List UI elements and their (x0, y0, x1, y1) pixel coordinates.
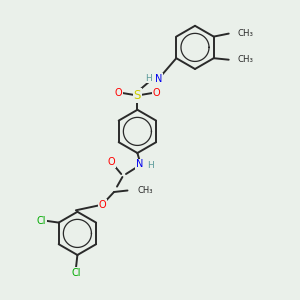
Text: O: O (153, 88, 160, 98)
Text: S: S (134, 89, 141, 102)
Text: CH₃: CH₃ (138, 186, 154, 195)
Text: CH₃: CH₃ (237, 29, 253, 38)
Text: O: O (114, 88, 122, 98)
Text: Cl: Cl (37, 216, 46, 226)
Text: H: H (146, 74, 152, 82)
Text: N: N (155, 74, 163, 84)
Text: Cl: Cl (71, 268, 81, 278)
Text: CH₃: CH₃ (237, 55, 253, 64)
Text: N: N (136, 159, 143, 170)
Text: O: O (99, 200, 106, 210)
Text: O: O (107, 157, 115, 167)
Text: H: H (147, 161, 153, 170)
